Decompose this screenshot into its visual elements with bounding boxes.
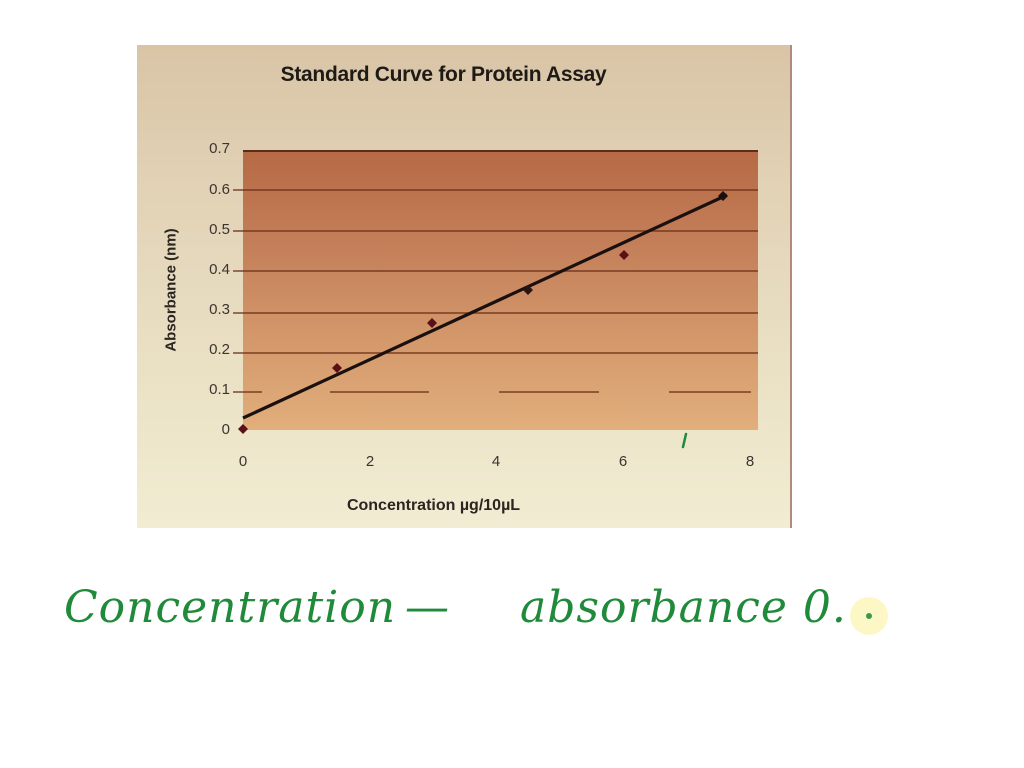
trendline: [242, 193, 728, 420]
y-tick: 0.1: [209, 381, 230, 398]
data-point: [619, 250, 629, 260]
chart-plot-overlay: [233, 189, 758, 434]
y-tick: 0.5: [209, 221, 230, 238]
y-tick: 0.2: [209, 341, 230, 358]
data-point: [332, 363, 342, 373]
y-tick: 0.7: [209, 140, 230, 157]
chart-photo: Standard Curve for Protein Assay Absorba…: [137, 45, 792, 528]
x-axis-label: Concentration µg/10µL: [346, 497, 521, 514]
gridlines: [233, 189, 758, 393]
plot-area: [243, 150, 758, 430]
x-tick: 8: [745, 453, 755, 470]
y-tick: 0.4: [209, 261, 230, 278]
chart-title: Standard Curve for Protein Assay: [280, 63, 607, 86]
pen-cursor-dot: [866, 613, 872, 619]
data-point: [718, 191, 728, 201]
y-tick: 0.6: [209, 181, 230, 198]
data-point: [238, 424, 248, 434]
data-point: [427, 318, 437, 328]
handwritten-concentration: Concentration: [64, 582, 397, 633]
handwritten-dash: —: [405, 582, 450, 633]
data-point: [523, 285, 533, 295]
x-tick: 0: [238, 453, 248, 470]
x-tick: 2: [365, 453, 375, 470]
x-tick: 6: [618, 453, 628, 470]
pen-mark: [681, 432, 688, 449]
x-tick: 4: [491, 453, 501, 470]
handwritten-absorbance: absorbance 0.: [520, 582, 847, 633]
y-tick: 0: [221, 421, 230, 438]
data-markers: [238, 191, 728, 434]
pen-cursor: [850, 597, 888, 635]
y-tick: 0.3: [209, 301, 230, 318]
